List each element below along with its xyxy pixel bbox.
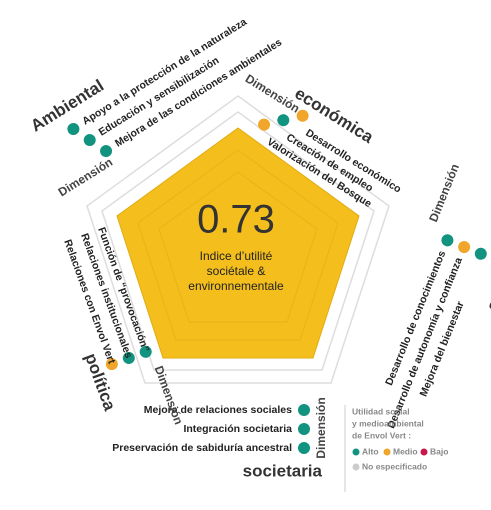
status-dot [139,345,152,358]
status-dot [122,351,135,364]
legend-dot [352,463,360,471]
status-dot [277,114,290,127]
status-dot [258,118,271,131]
status-dot [105,358,118,371]
dimension-title: social [483,262,491,314]
dimension-title: Ambiental [27,76,107,136]
legend-dot [383,448,391,456]
status-dot [296,109,309,122]
legend-label: Alto [362,446,379,456]
legend-title: de Envol Vert : [352,430,411,440]
item: Mejora de relaciones sociales [144,404,292,416]
legend-label: No especificado [362,461,427,471]
legend-dot [420,448,428,456]
item: Integración societaria [183,423,292,435]
index-label: environnementale [188,279,284,293]
dimension-label: Dimensión [426,162,462,224]
status-dot [298,423,310,435]
dimension-label: Dimensión [314,397,328,458]
legend-label: Bajo [430,446,448,456]
legend-label: Medio [393,446,418,456]
index-label: Indice d’utilité [200,249,273,263]
index-value: 0.73 [197,198,275,242]
legend-title: Utilidad social [352,406,410,416]
item: Preservación de sabiduría ancestral [112,442,292,454]
status-dot [474,247,487,260]
status-dot [83,134,96,147]
status-dot [441,234,454,247]
dimension-societaria: Dimensión societaria Mejora de relacione… [112,397,328,480]
legend: Utilidad social y medioambiental de Envo… [344,405,448,492]
status-dot [298,404,310,416]
status-dot [67,123,80,136]
pentagon [86,95,390,384]
status-dot [100,145,113,158]
status-dot [458,241,471,254]
dimension-title: societaria [243,461,323,480]
legend-dot [352,448,360,456]
legend-title: y medioambiental [352,418,424,428]
status-dot [298,442,310,454]
index-label: sociétale & [207,264,266,278]
